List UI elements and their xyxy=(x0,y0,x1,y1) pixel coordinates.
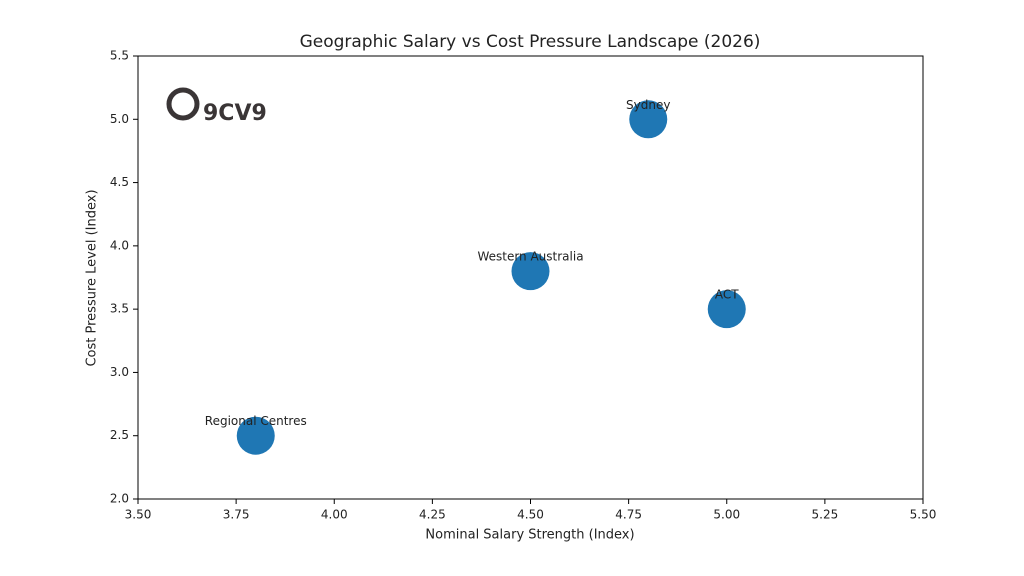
y-tick-label: 3.0 xyxy=(110,365,129,379)
x-tick-label: 4.00 xyxy=(321,508,348,522)
x-tick-label: 4.75 xyxy=(615,508,642,522)
x-tick-label: 5.50 xyxy=(910,508,937,522)
y-tick-label: 2.0 xyxy=(110,492,129,506)
logo: 9CV9 xyxy=(166,87,267,126)
y-tick-label: 3.5 xyxy=(110,302,129,316)
y-tick-label: 4.5 xyxy=(110,175,129,189)
y-tick-label: 5.5 xyxy=(110,49,129,63)
logo-icon xyxy=(166,87,200,121)
chart-title: Geographic Salary vs Cost Pressure Lands… xyxy=(300,32,761,52)
y-tick-label: 4.0 xyxy=(110,238,129,252)
point-label: Regional Centres xyxy=(205,414,307,428)
y-tick-label: 5.0 xyxy=(110,112,129,126)
point-label: Western Australia xyxy=(477,250,583,264)
point xyxy=(236,416,275,455)
x-tick-label: 4.25 xyxy=(419,508,446,522)
x-tick-label: 5.25 xyxy=(812,508,839,522)
point-label: ACT xyxy=(715,288,739,302)
point xyxy=(511,252,550,291)
y-axis-label: Cost Pressure Level (Index) xyxy=(85,189,100,366)
x-tick-label: 4.50 xyxy=(517,508,544,522)
x-tick-label: 5.00 xyxy=(713,508,740,522)
x-tick-label: 3.75 xyxy=(223,508,250,522)
logo-text: 9CV9 xyxy=(203,101,267,126)
x-axis-label: Nominal Salary Strength (Index) xyxy=(425,528,634,543)
point xyxy=(629,100,668,139)
y-tick-label: 2.5 xyxy=(110,428,129,442)
x-tick-label: 3.50 xyxy=(125,508,152,522)
point-label: Sydney xyxy=(626,98,670,112)
point xyxy=(707,290,746,329)
